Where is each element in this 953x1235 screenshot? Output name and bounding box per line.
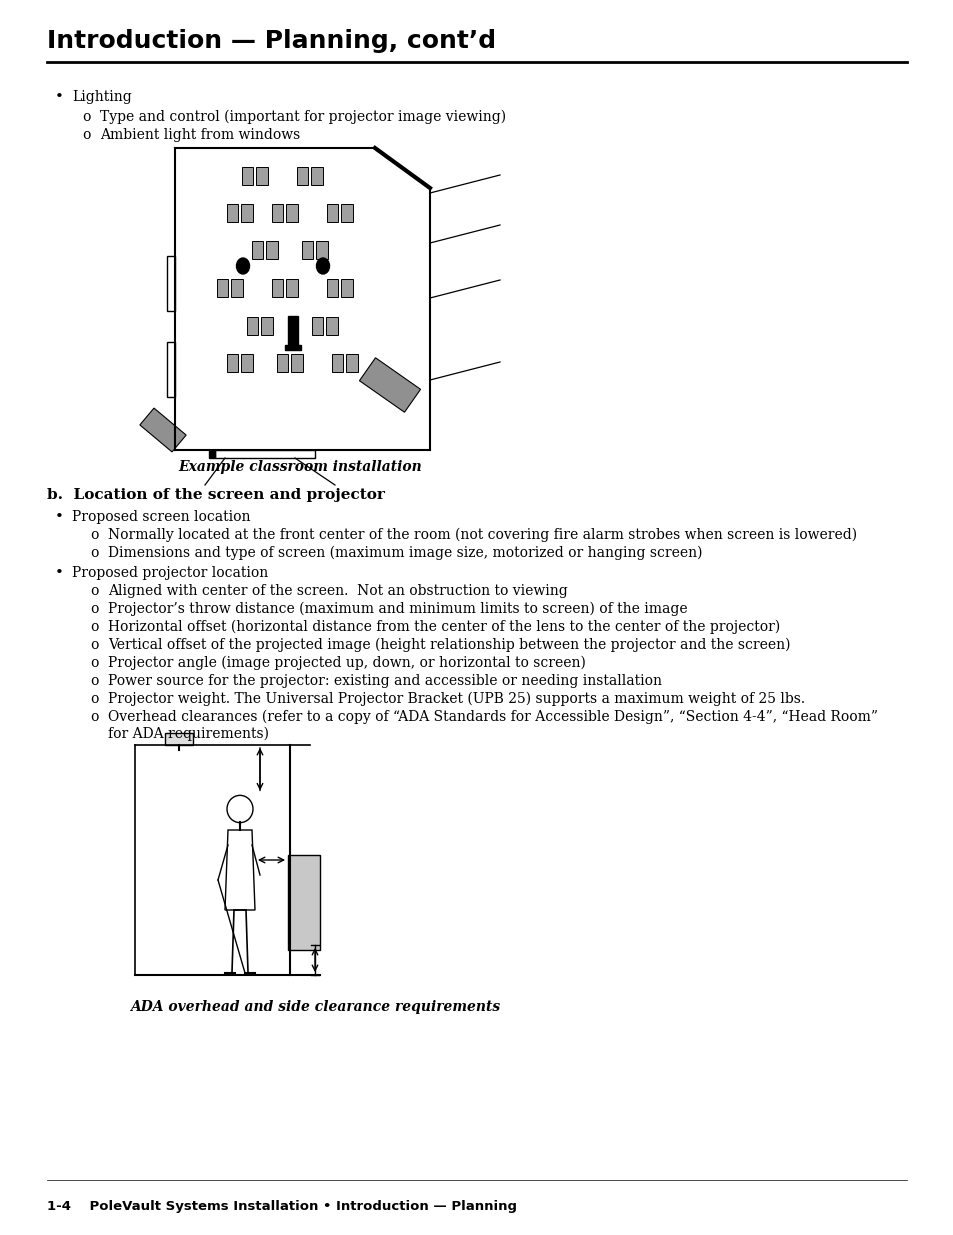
Text: Lighting: Lighting xyxy=(71,90,132,104)
Text: •: • xyxy=(55,566,64,580)
Bar xyxy=(216,279,229,296)
Bar xyxy=(241,354,253,372)
Text: Overhead clearances (refer to a copy of “ADA Standards for Accessible Design”, “: Overhead clearances (refer to a copy of … xyxy=(108,710,877,725)
Text: ADA overhead and side clearance requirements: ADA overhead and side clearance requirem… xyxy=(130,1000,499,1014)
Bar xyxy=(327,279,338,296)
Text: o: o xyxy=(90,638,98,652)
Bar xyxy=(272,204,283,222)
Bar xyxy=(286,204,297,222)
Ellipse shape xyxy=(227,795,253,823)
Text: o: o xyxy=(82,128,91,142)
Text: Horizontal offset (horizontal distance from the center of the lens to the center: Horizontal offset (horizontal distance f… xyxy=(108,620,780,635)
Bar xyxy=(302,241,314,259)
Text: o: o xyxy=(90,620,98,634)
Text: for ADA requirements): for ADA requirements) xyxy=(108,727,269,741)
Bar xyxy=(247,317,258,335)
Bar xyxy=(285,345,301,350)
Bar xyxy=(326,317,337,335)
Text: Introduction — Planning, cont’d: Introduction — Planning, cont’d xyxy=(47,28,496,53)
Text: Projector’s throw distance (maximum and minimum limits to screen) of the image: Projector’s throw distance (maximum and … xyxy=(108,601,687,616)
Bar xyxy=(312,317,323,335)
Text: Ambient light from windows: Ambient light from windows xyxy=(100,128,300,142)
Bar xyxy=(167,342,174,396)
Bar xyxy=(316,241,328,259)
Text: Projector angle (image projected up, down, or horizontal to screen): Projector angle (image projected up, dow… xyxy=(108,656,585,671)
Text: Proposed projector location: Proposed projector location xyxy=(71,566,268,580)
Bar xyxy=(214,450,314,458)
Polygon shape xyxy=(140,408,186,452)
Bar xyxy=(261,317,273,335)
Text: 1-4    PoleVault Systems Installation • Introduction — Planning: 1-4 PoleVault Systems Installation • Int… xyxy=(47,1200,517,1213)
Bar xyxy=(165,734,193,745)
Bar xyxy=(341,279,353,296)
Text: Example classroom installation: Example classroom installation xyxy=(178,459,421,474)
Bar xyxy=(296,167,308,185)
Text: o: o xyxy=(90,674,98,688)
Polygon shape xyxy=(359,358,420,412)
Bar xyxy=(312,167,323,185)
Text: Aligned with center of the screen.  Not an obstruction to viewing: Aligned with center of the screen. Not a… xyxy=(108,584,567,598)
Text: Projector weight. The Universal Projector Bracket (UPB 25) supports a maximum we: Projector weight. The Universal Projecto… xyxy=(108,692,804,706)
Ellipse shape xyxy=(316,258,329,274)
Bar xyxy=(252,241,263,259)
Bar xyxy=(292,354,303,372)
Text: o: o xyxy=(90,692,98,706)
Text: o: o xyxy=(90,601,98,616)
Bar xyxy=(286,279,297,296)
Text: Normally located at the front center of the room (not covering fire alarm strobe: Normally located at the front center of … xyxy=(108,529,856,542)
Bar xyxy=(241,204,253,222)
Bar xyxy=(272,279,283,296)
Text: Dimensions and type of screen (maximum image size, motorized or hanging screen): Dimensions and type of screen (maximum i… xyxy=(108,546,701,561)
Bar xyxy=(256,167,268,185)
Bar xyxy=(209,450,214,458)
Text: Type and control (important for projector image viewing): Type and control (important for projecto… xyxy=(100,110,506,125)
Text: o: o xyxy=(82,110,91,124)
Text: o: o xyxy=(90,529,98,542)
Bar xyxy=(288,316,297,348)
Bar xyxy=(242,167,253,185)
Text: o: o xyxy=(90,656,98,671)
Text: o: o xyxy=(90,546,98,559)
Text: Power source for the projector: existing and accessible or needing installation: Power source for the projector: existing… xyxy=(108,674,661,688)
Text: b.  Location of the screen and projector: b. Location of the screen and projector xyxy=(47,488,384,501)
Text: Proposed screen location: Proposed screen location xyxy=(71,510,251,524)
Text: •: • xyxy=(55,510,64,524)
Bar xyxy=(266,241,277,259)
Text: •: • xyxy=(55,90,64,104)
Bar xyxy=(232,279,243,296)
Bar xyxy=(227,354,238,372)
Bar xyxy=(341,204,353,222)
Bar xyxy=(167,257,174,311)
Text: o: o xyxy=(90,584,98,598)
Text: o: o xyxy=(90,710,98,724)
Bar xyxy=(332,354,343,372)
Bar xyxy=(227,204,238,222)
Text: Vertical offset of the projected image (height relationship between the projecto: Vertical offset of the projected image (… xyxy=(108,638,790,652)
Ellipse shape xyxy=(236,258,250,274)
Bar xyxy=(346,354,357,372)
Bar xyxy=(327,204,338,222)
Bar xyxy=(276,354,288,372)
Bar xyxy=(288,855,319,950)
